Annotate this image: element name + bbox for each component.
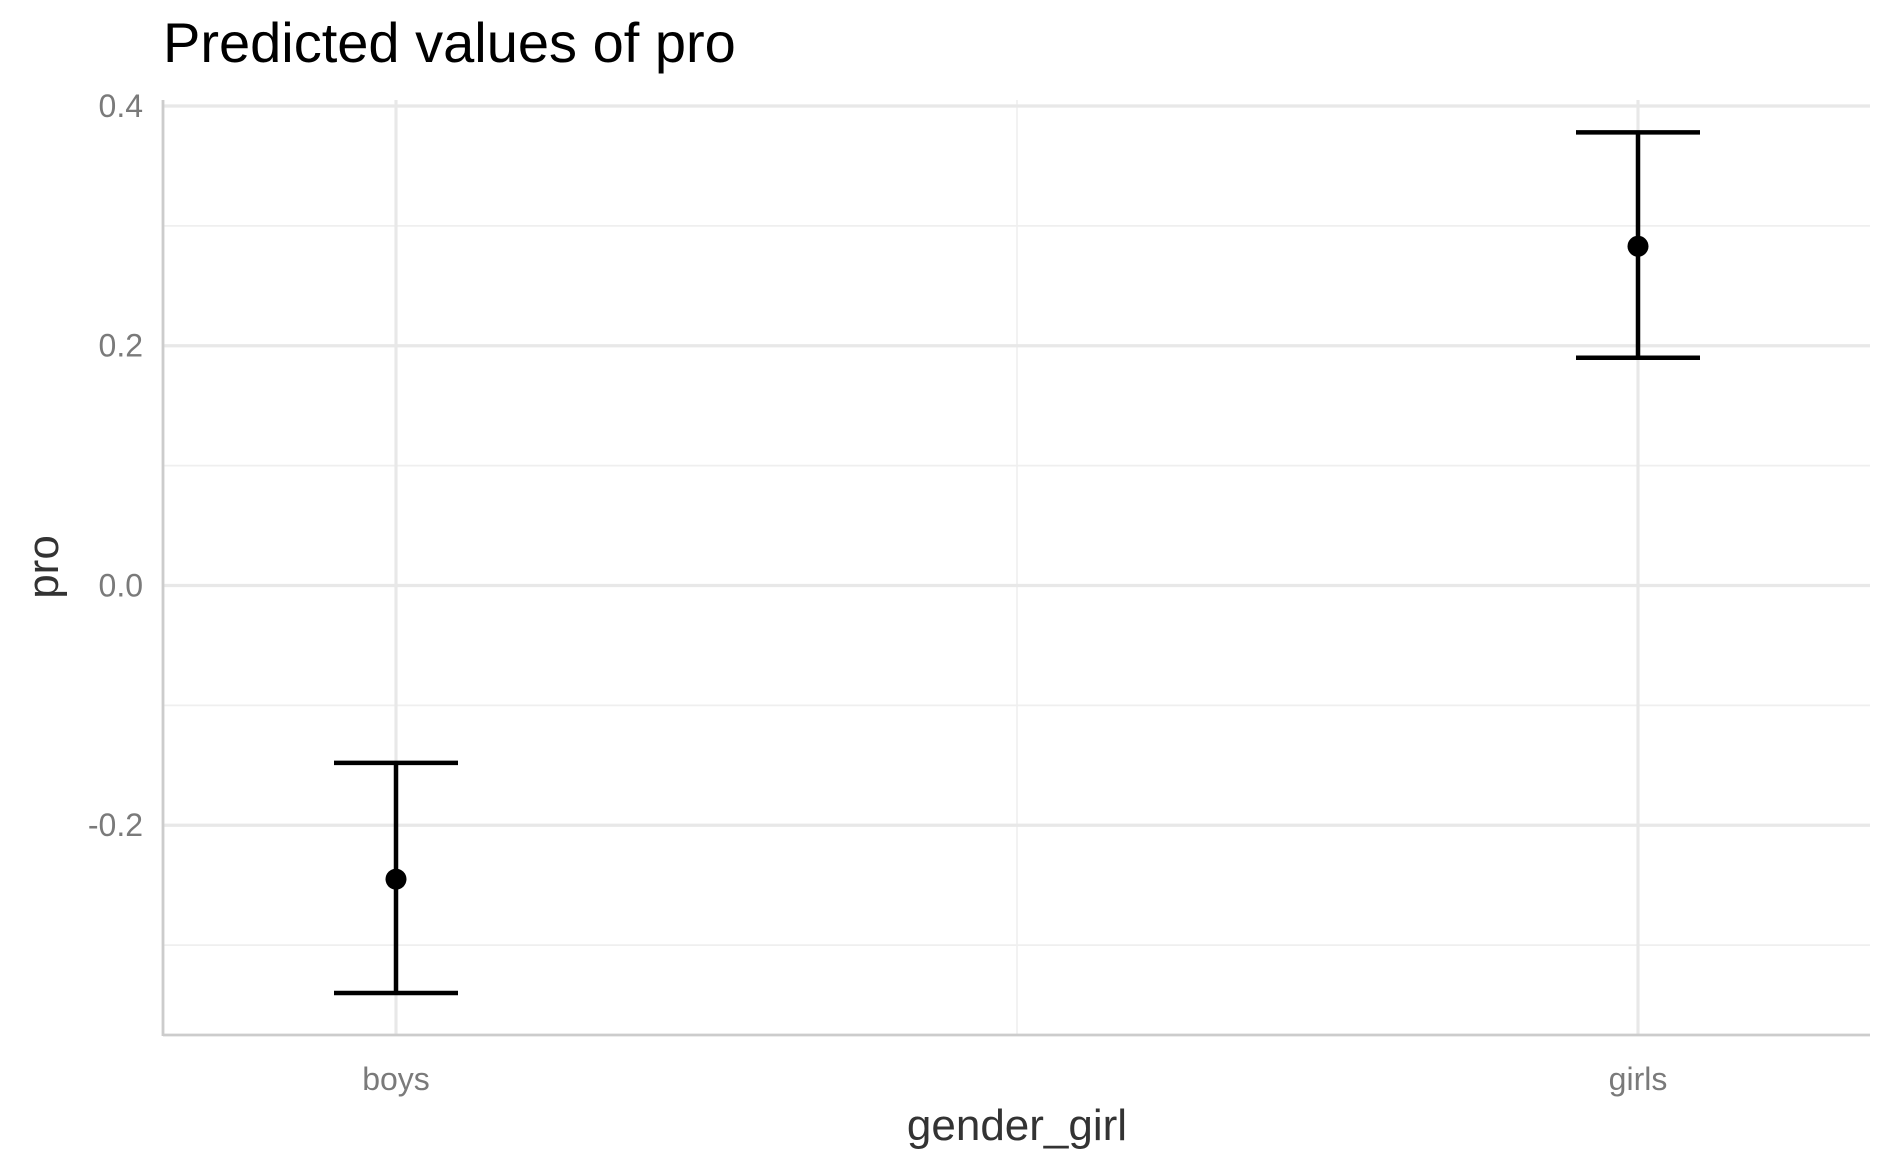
data-point-boys: [385, 868, 407, 890]
y-tick-label: -0.2: [88, 807, 143, 843]
axes-layer: [161, 100, 1870, 1037]
x-tick-label: girls: [1609, 1061, 1668, 1097]
y-axis-title: pro: [19, 535, 68, 599]
data-point-girls: [1627, 235, 1649, 257]
y-tick-label: 0.2: [99, 328, 143, 364]
y-tick-label: 0.4: [99, 88, 143, 124]
labels-layer: Predicted values of pro gender_girl pro …: [19, 11, 1667, 1150]
x-axis-title: gender_girl: [907, 1101, 1127, 1150]
chart-title: Predicted values of pro: [163, 11, 736, 74]
x-tick-label: boys: [362, 1061, 430, 1097]
marks-layer: [334, 130, 1700, 996]
y-tick-label: 0.0: [99, 567, 143, 603]
